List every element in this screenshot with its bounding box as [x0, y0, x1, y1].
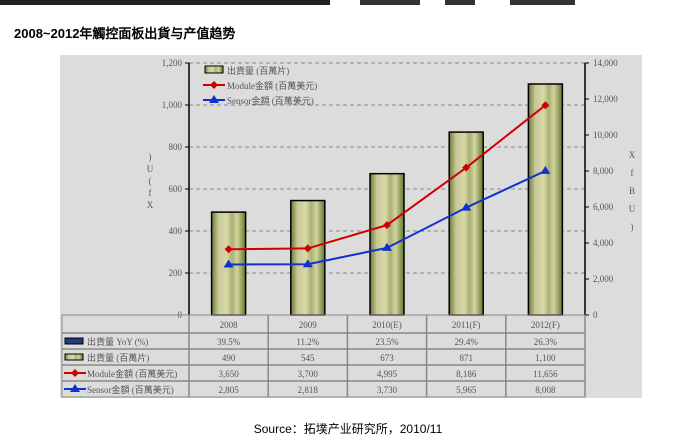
row-swatch-marker — [70, 384, 80, 392]
category-label: 2008 — [220, 320, 239, 330]
right-tick-label: 12,000 — [593, 94, 618, 104]
left-tick-label: 200 — [169, 268, 183, 278]
table-cell: 8,186 — [456, 369, 477, 379]
marker-module-2012(F) — [541, 101, 550, 110]
table-cell: 26.3% — [534, 337, 558, 347]
bar-2012(F) — [527, 83, 564, 316]
legend-label: Sensor金額 (百萬美元) — [227, 95, 314, 106]
right-tick-label: 6,000 — [593, 202, 614, 212]
marker-sensor-2011(F) — [461, 202, 472, 211]
marker-module-2008 — [224, 245, 233, 254]
row-label: Sensor金額 (百萬美元) — [87, 384, 174, 395]
table-cell: 2,805 — [218, 385, 239, 395]
legend-marker — [209, 95, 219, 103]
table-cell: 39.5% — [217, 337, 241, 347]
right-tick-label: 8,000 — [593, 166, 614, 176]
left-axis-label: )U(fX — [145, 152, 155, 212]
row-label: Module金額 (百萬美元) — [87, 368, 177, 379]
table-cell: 5,965 — [456, 385, 477, 395]
table-cell: 8,008 — [535, 385, 556, 395]
table-cell: 2,818 — [298, 385, 319, 395]
row-label: 出貨量 (百萬片) — [87, 352, 149, 363]
category-label: 2011(F) — [452, 320, 481, 330]
marker-sensor-2009 — [302, 259, 313, 268]
table-cell: 545 — [301, 353, 315, 363]
table-cell: 490 — [222, 353, 236, 363]
table-cell: 871 — [459, 353, 473, 363]
table-cell: 4,995 — [377, 369, 398, 379]
right-tick-label: 4,000 — [593, 238, 614, 248]
legend-label: 出貨量 (百萬片) — [227, 65, 289, 76]
legend-swatch-shipments — [204, 65, 224, 74]
marker-module-2010(E) — [383, 221, 391, 230]
table-cell: 3,700 — [298, 369, 319, 379]
right-tick-label: 2,000 — [593, 274, 614, 284]
legend-marker — [210, 81, 218, 89]
right-tick-label: 0 — [593, 310, 598, 320]
left-tick-label: 400 — [169, 226, 183, 236]
table-cell: 673 — [380, 353, 394, 363]
right-tick-label: 10,000 — [593, 130, 618, 140]
table-cell: 11.2% — [296, 337, 319, 347]
table-cell: 29.4% — [455, 337, 479, 347]
right-axis-label: XfBU) — [627, 150, 637, 240]
row-swatch — [64, 337, 84, 345]
left-tick-label: 1,200 — [162, 58, 183, 68]
marker-sensor-2008 — [223, 259, 234, 268]
table-cell: 1,100 — [535, 353, 556, 363]
right-tick-label: 14,000 — [593, 58, 618, 68]
row-swatch-marker — [71, 369, 79, 377]
left-tick-label: 1,000 — [162, 100, 183, 110]
cropped-text-strip — [0, 0, 696, 5]
category-label: 2009 — [299, 320, 318, 330]
marker-module-2011(F) — [462, 163, 471, 172]
table-cell: 23.5% — [375, 337, 399, 347]
legend-label: Module金額 (百萬美元) — [227, 80, 317, 91]
row-label: 出貨量 YoY (%) — [87, 336, 148, 347]
bar-2009 — [290, 199, 326, 316]
table-cell: 11,656 — [533, 369, 558, 379]
table-cell: 3,730 — [377, 385, 398, 395]
left-tick-label: 800 — [169, 142, 183, 152]
left-tick-label: 600 — [169, 184, 183, 194]
row-swatch — [64, 353, 84, 361]
table-cell: 3,650 — [218, 369, 239, 379]
bar-2011(F) — [448, 131, 484, 316]
marker-sensor-2010(E) — [382, 242, 392, 251]
chart-title: 2008~2012年觸控面板出貨与产值趋势 — [14, 26, 236, 41]
category-label: 2010(E) — [372, 320, 402, 330]
marker-sensor-2012(F) — [540, 165, 551, 174]
source-note: Source：拓墣产业研究所，2010/11 — [253, 422, 443, 436]
category-label: 2012(F) — [531, 320, 560, 330]
marker-module-2009 — [303, 244, 312, 253]
